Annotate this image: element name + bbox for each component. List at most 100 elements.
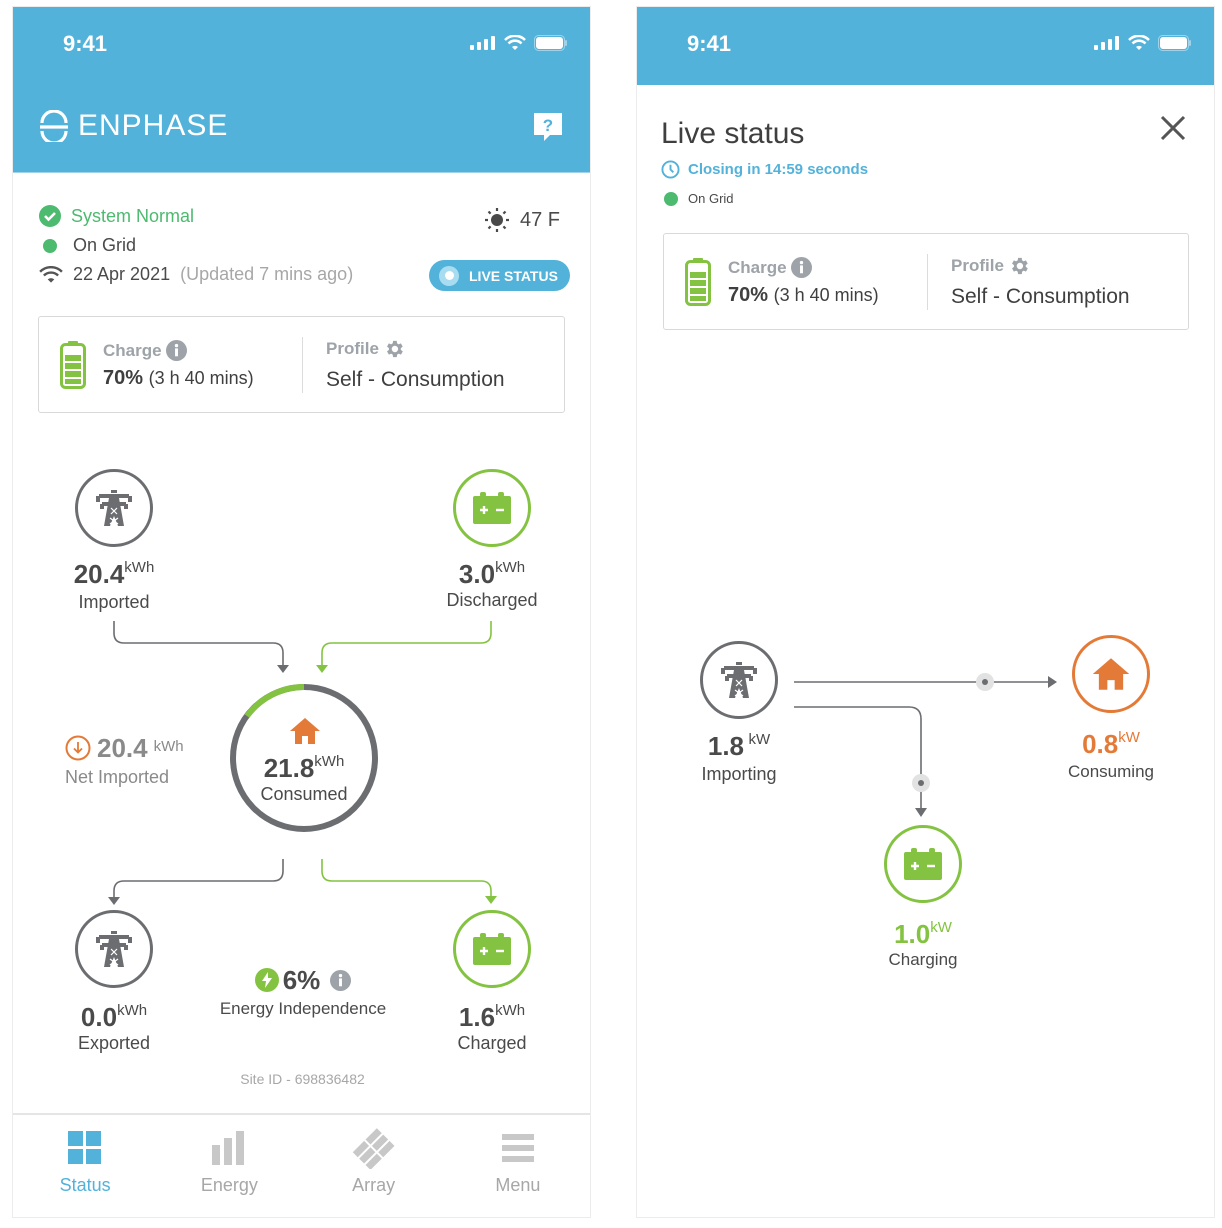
nav-menu[interactable]: Menu (446, 1115, 590, 1217)
grid-status: On Grid (664, 191, 734, 206)
info-icon[interactable] (330, 969, 352, 991)
gear-icon[interactable] (1008, 255, 1030, 277)
profile-label: Profile (326, 339, 379, 358)
charge-time: (3 h 40 mins) (148, 368, 254, 388)
close-icon[interactable] (1160, 115, 1186, 141)
independence-label: Energy Independence (219, 999, 387, 1018)
charge-percent: 70% (103, 367, 144, 389)
temperature: 47 F (519, 208, 560, 231)
consumed-label: Consumed (260, 784, 348, 804)
clock: 9:41 (63, 31, 108, 56)
grid-export-circle (75, 910, 153, 988)
system-status-text: System Normal (71, 205, 195, 226)
grid-icon (68, 1131, 102, 1164)
weather: 47 F (484, 207, 560, 233)
power-tower-icon (721, 662, 757, 698)
live-status-screen: 9:41 Live status Closing in 14:59 second… (636, 6, 1215, 1218)
imported-label: Imported (78, 592, 150, 612)
system-status: System Normal (39, 205, 194, 227)
consumption-ring (230, 684, 378, 832)
profile-section[interactable]: Profile Self - Consumption (951, 255, 1130, 309)
info-icon[interactable] (790, 257, 812, 278)
charge-percent: 70% (728, 284, 769, 306)
cellular-signal-icon (1094, 36, 1119, 50)
charging-label: Charging (888, 950, 958, 969)
battery-level-icon (685, 258, 711, 306)
battery-plus-minus-icon (473, 492, 511, 524)
site-id: Site ID - 698836482 (240, 1071, 365, 1087)
check-circle-icon (39, 205, 61, 227)
nav-menu-label: Menu (495, 1175, 541, 1195)
nav-array[interactable]: Array (302, 1115, 446, 1217)
battery-plus-minus-icon (904, 848, 942, 880)
net-imported: 20.4 kWh Net Imported (65, 735, 184, 788)
clock: 9:41 (687, 31, 732, 56)
enphase-logo: ENPHASE (38, 109, 228, 143)
battery-status-icon (1158, 35, 1191, 51)
charging-value: 1.0 (894, 919, 931, 949)
charge-label: Charge (103, 340, 162, 360)
nav-status[interactable]: Status (13, 1115, 157, 1217)
charge-time: (3 h 40 mins) (773, 285, 879, 305)
battery-profile-card: Charge 70% (3 h 40 mins) Profile Self - … (663, 233, 1189, 330)
battery-charge-node: 1.6kWh Charged (442, 910, 542, 1054)
battery-plus-minus-icon (473, 933, 511, 965)
battery-discharge-circle (453, 469, 531, 547)
sun-icon (484, 208, 509, 232)
profile-section[interactable]: Profile Self - Consumption (326, 338, 505, 392)
help-chat-icon: ? (534, 113, 562, 141)
profile-value: Self - Consumption (326, 368, 505, 391)
wifi-icon (504, 35, 526, 50)
card-divider (927, 254, 928, 310)
info-icon[interactable] (165, 340, 187, 361)
battery-charging-circle (884, 825, 962, 903)
battery-charge-circle (453, 910, 531, 988)
logo-text: ENPHASE (78, 109, 229, 142)
nav-energy-label: Energy (200, 1175, 258, 1195)
flow-connectors (108, 621, 497, 905)
importing-label: Importing (701, 764, 777, 784)
net-imported-label: Net Imported (65, 767, 170, 787)
grid-import-node: 20.4kWh Imported (64, 469, 164, 613)
home-consuming-node: 0.8kW Consuming (1056, 635, 1166, 782)
grid-importing-circle (700, 641, 778, 719)
consumed-gauge: 21.8kWh Consumed (229, 683, 379, 833)
exported-value: 0.0 (80, 1002, 118, 1032)
status-bar: 9:41 (637, 7, 1214, 85)
discharged-label: Discharged (446, 590, 538, 610)
battery-profile-card: Charge 70% (3 h 40 mins) Profile Self - … (38, 316, 565, 413)
wifi-signal-icon (39, 265, 63, 283)
download-arrow-circle-icon (65, 735, 91, 761)
charging-unit: kW (930, 919, 952, 936)
closing-timer: Closing in 14:59 seconds (661, 160, 868, 179)
help-button[interactable]: ? (532, 111, 564, 143)
power-tower-icon (96, 931, 132, 967)
nav-array-label: Array (352, 1175, 396, 1195)
exported-unit: kWh (117, 1002, 148, 1019)
on-grid-dot-icon (43, 238, 57, 253)
gear-icon[interactable] (383, 338, 405, 360)
clock-icon (661, 160, 680, 179)
battery-status-icon (534, 35, 567, 51)
importing-value: 1.8 (707, 731, 745, 761)
nav-energy[interactable]: Energy (157, 1115, 301, 1217)
live-indicator-icon (439, 265, 459, 286)
power-tower-icon (96, 490, 132, 526)
page-title: Live status (661, 117, 805, 150)
bottom-nav: Status Energy Array Menu (13, 1113, 590, 1217)
importing-unit: kW (748, 731, 771, 748)
battery-charging-node: 1.0kW Charging (873, 825, 973, 970)
live-status-button[interactable]: LIVE STATUS (429, 260, 570, 291)
hamburger-menu-icon (501, 1134, 534, 1162)
last-updated: 22 Apr 2021 (Updated 7 mins ago) (39, 264, 353, 285)
consumed-unit: kWh (314, 753, 345, 770)
wifi-icon (1128, 35, 1150, 50)
discharged-unit: kWh (495, 559, 526, 576)
exported-label: Exported (77, 1033, 151, 1053)
nav-status-label: Status (59, 1175, 111, 1195)
charged-value: 1.6 (458, 1002, 496, 1032)
consuming-unit: kW (1118, 729, 1140, 746)
house-icon (1092, 658, 1130, 690)
grid-status-text: On Grid (73, 235, 137, 255)
card-divider (302, 337, 303, 393)
